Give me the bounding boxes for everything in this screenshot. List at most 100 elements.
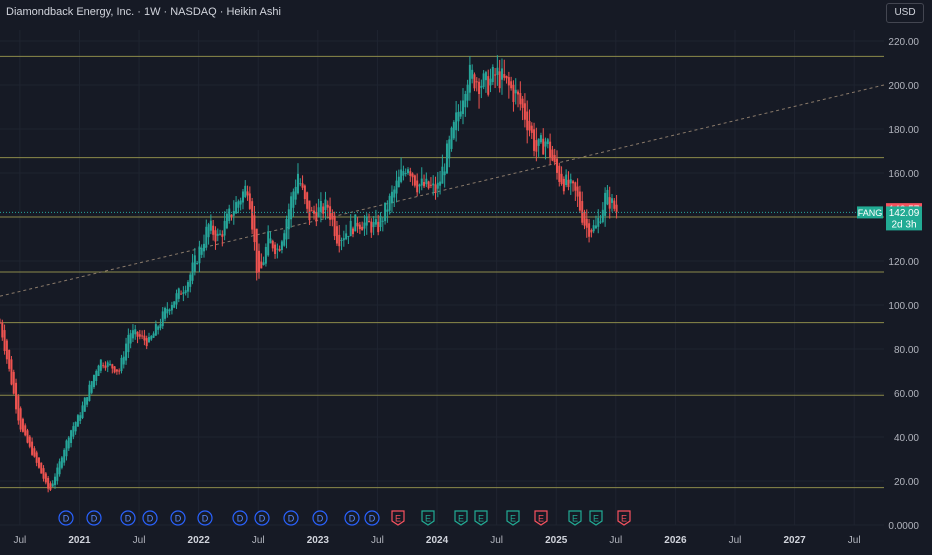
candle-body[interactable] — [244, 185, 247, 197]
candle-body[interactable] — [313, 210, 316, 214]
candle-body[interactable] — [393, 189, 396, 198]
candle-body[interactable] — [484, 72, 487, 81]
candle-body[interactable] — [542, 138, 545, 155]
candle-body[interactable] — [253, 215, 256, 243]
candle-body[interactable] — [21, 418, 24, 432]
candle-body[interactable] — [255, 228, 258, 273]
earnings-marker[interactable]: E — [534, 510, 548, 526]
candle-body[interactable] — [198, 246, 201, 264]
candle-body[interactable] — [283, 233, 286, 246]
candle-body[interactable] — [581, 201, 584, 223]
candle-body[interactable] — [118, 370, 121, 372]
candle-body[interactable] — [186, 282, 189, 292]
candle-body[interactable] — [74, 421, 77, 432]
candle-body[interactable] — [308, 200, 311, 221]
candle-body[interactable] — [111, 364, 114, 369]
candle-body[interactable] — [157, 326, 160, 330]
dividend-marker[interactable]: D — [120, 510, 136, 526]
candle-body[interactable] — [125, 343, 128, 361]
candle-body[interactable] — [120, 357, 123, 372]
candle-body[interactable] — [230, 214, 233, 217]
candle-body[interactable] — [416, 180, 419, 193]
candle-body[interactable] — [35, 452, 38, 463]
candle-body[interactable] — [397, 176, 400, 188]
candle-body[interactable] — [129, 333, 132, 344]
candle-body[interactable] — [526, 111, 529, 131]
candle-body[interactable] — [560, 173, 563, 184]
candle-body[interactable] — [319, 200, 322, 213]
candle-body[interactable] — [228, 208, 231, 221]
candle-body[interactable] — [79, 415, 82, 421]
candle-body[interactable] — [434, 184, 437, 194]
candle-body[interactable] — [533, 129, 536, 151]
candle-body[interactable] — [333, 216, 336, 237]
earnings-marker[interactable]: E — [506, 510, 520, 526]
candle-body[interactable] — [65, 440, 68, 457]
candle-body[interactable] — [269, 238, 272, 244]
earnings-marker[interactable]: E — [421, 510, 435, 526]
candle-body[interactable] — [31, 441, 34, 455]
candle-body[interactable] — [88, 384, 91, 401]
candle-body[interactable] — [262, 262, 265, 265]
candle-body[interactable] — [569, 179, 572, 184]
candle-body[interactable] — [127, 334, 130, 353]
candle-body[interactable] — [452, 122, 455, 139]
candle-body[interactable] — [326, 204, 329, 208]
candle-body[interactable] — [99, 359, 102, 371]
candle-body[interactable] — [170, 304, 173, 311]
candle-body[interactable] — [578, 191, 581, 211]
candle-body[interactable] — [147, 337, 150, 343]
dividend-marker[interactable]: D — [142, 510, 158, 526]
dividend-marker[interactable]: D — [364, 510, 380, 526]
candle-body[interactable] — [24, 425, 27, 436]
candle-body[interactable] — [182, 292, 185, 295]
candle-body[interactable] — [219, 233, 222, 235]
candle-body[interactable] — [432, 183, 435, 186]
earnings-marker[interactable]: E — [474, 510, 488, 526]
candle-body[interactable] — [514, 89, 517, 94]
candle-body[interactable] — [604, 192, 607, 216]
candle-body[interactable] — [420, 178, 423, 186]
candle-body[interactable] — [237, 201, 240, 208]
candle-body[interactable] — [407, 169, 409, 174]
candle-body[interactable] — [443, 171, 446, 176]
candle-body[interactable] — [363, 222, 366, 229]
candle-body[interactable] — [402, 171, 405, 176]
candle-body[interactable] — [413, 175, 416, 186]
candle-body[interactable] — [425, 178, 428, 185]
candle-body[interactable] — [221, 234, 224, 237]
candle-body[interactable] — [409, 171, 412, 176]
candle-body[interactable] — [306, 192, 309, 209]
candle-body[interactable] — [264, 246, 267, 264]
candle-body[interactable] — [60, 457, 63, 468]
candle-body[interactable] — [429, 184, 432, 186]
candle-body[interactable] — [232, 211, 235, 216]
candle-body[interactable] — [159, 324, 162, 329]
candle-body[interactable] — [487, 76, 490, 95]
candle-body[interactable] — [223, 220, 226, 236]
candle-body[interactable] — [294, 186, 297, 200]
candle-body[interactable] — [152, 333, 155, 338]
candle-body[interactable] — [299, 183, 302, 185]
candle-body[interactable] — [400, 169, 403, 182]
candle-body[interactable] — [354, 214, 357, 232]
candle-body[interactable] — [592, 225, 595, 232]
candle-body[interactable] — [191, 262, 194, 281]
candle-body[interactable] — [594, 225, 597, 229]
candle-body[interactable] — [507, 77, 510, 86]
candle-body[interactable] — [258, 250, 261, 273]
candle-body[interactable] — [44, 473, 47, 483]
candle-body[interactable] — [58, 461, 61, 475]
candle-body[interactable] — [411, 173, 414, 178]
candle-body[interactable] — [361, 226, 364, 231]
candle-body[interactable] — [113, 366, 116, 373]
earnings-marker[interactable]: E — [391, 510, 405, 526]
candle-body[interactable] — [138, 334, 141, 337]
candle-body[interactable] — [606, 189, 609, 205]
candle-body[interactable] — [335, 226, 338, 244]
candle-body[interactable] — [480, 85, 483, 88]
candle-body[interactable] — [102, 365, 105, 367]
candle-body[interactable] — [404, 172, 407, 174]
